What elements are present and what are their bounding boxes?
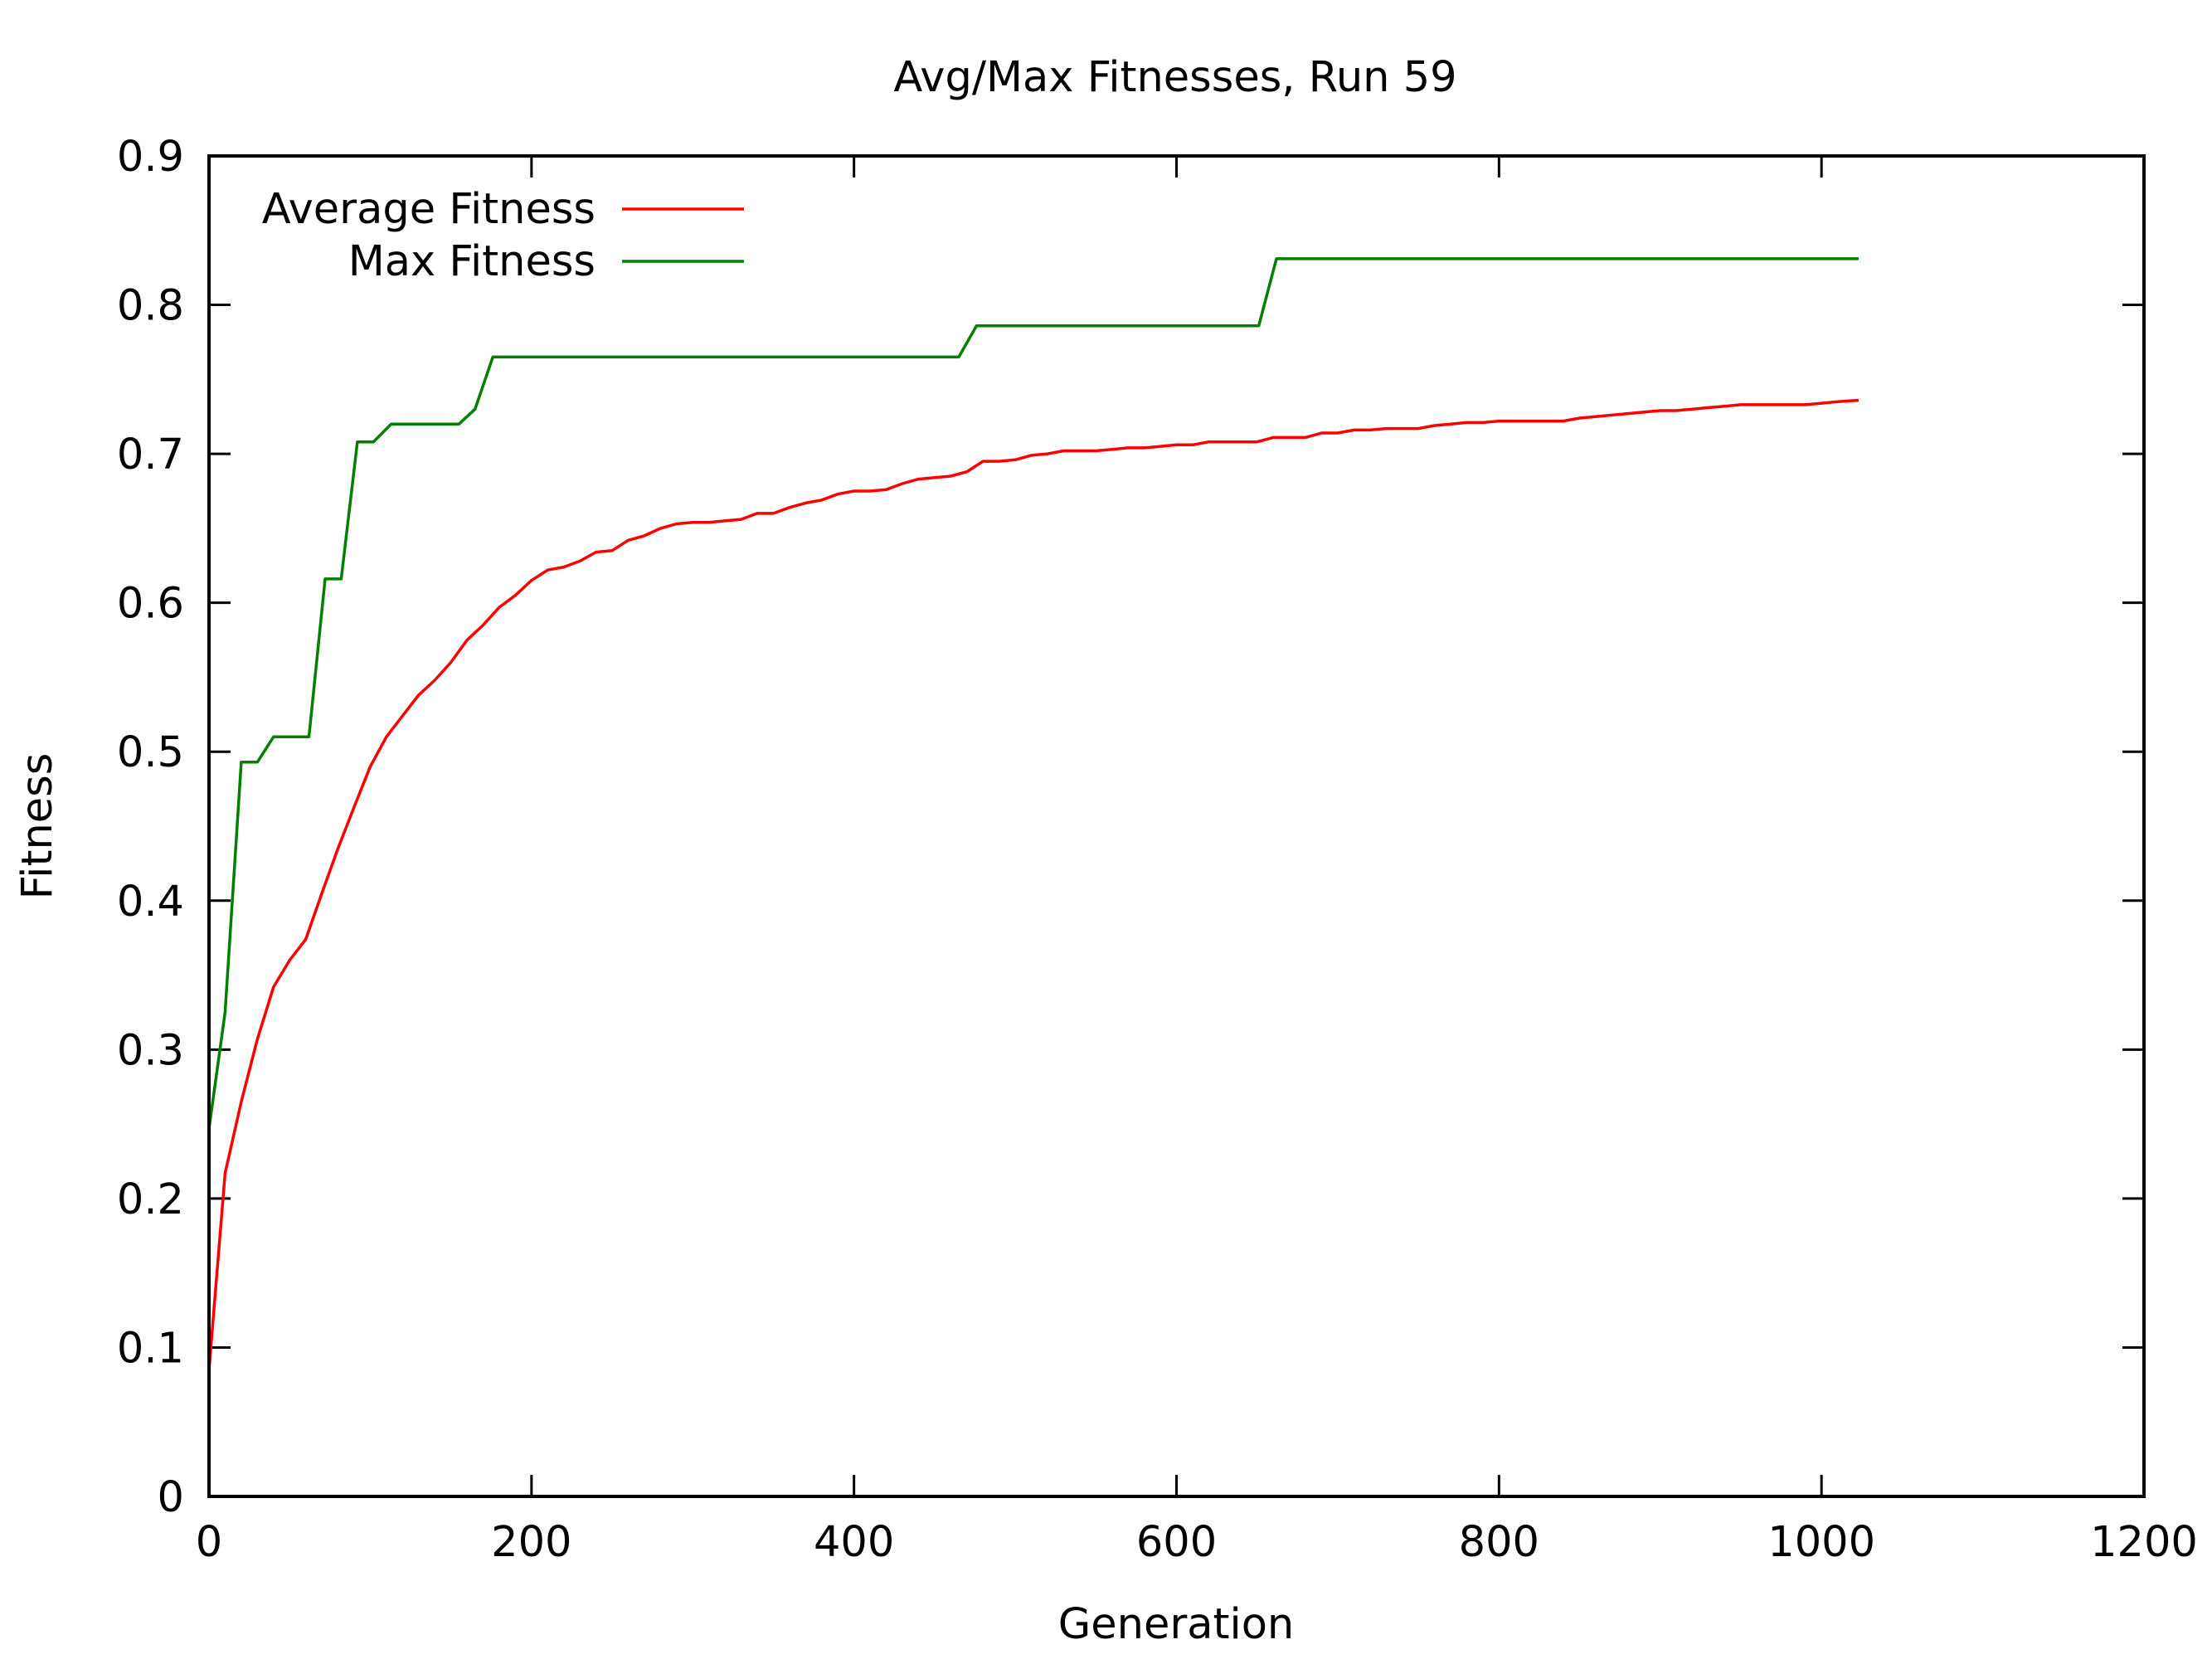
legend-label-0: Average Fitness: [262, 185, 596, 234]
series-line-0: [207, 398, 1860, 1370]
x-tick-label: 600: [1136, 1518, 1217, 1567]
x-tick-label: 0: [196, 1518, 222, 1567]
y-tick-label: 0.5: [117, 728, 184, 777]
x-axis-label: Generation: [1058, 1600, 1295, 1649]
plot-frame: [207, 154, 2146, 1498]
x-tick-label: 1000: [1767, 1518, 1875, 1567]
y-tick-label: 0.9: [117, 133, 184, 182]
y-tick-label: 0.2: [117, 1175, 184, 1224]
x-tick-label: 400: [814, 1518, 894, 1567]
y-axis-label: Fitness: [13, 753, 62, 900]
series-lines: [207, 257, 1860, 1370]
chart-title: Avg/Max Fitnesses, Run 59: [893, 53, 1456, 102]
x-tick-label: 200: [491, 1518, 571, 1567]
y-tick-label: 0.8: [117, 282, 184, 331]
legend-label-1: Max Fitness: [348, 237, 596, 286]
x-tick-label: 1200: [2090, 1518, 2198, 1567]
y-tick-label: 0.7: [117, 431, 184, 479]
x-tick-label: 800: [1459, 1518, 1539, 1567]
y-tick-label: 0.6: [117, 580, 184, 629]
series-line-1: [207, 257, 1859, 1129]
axis-ticks: 0 200 400 600 800 1000 1200 0 0.1 0.2 0.3 0.4 0.5 0.6…: [117, 133, 2198, 1567]
y-tick-label: 0: [158, 1473, 184, 1522]
y-tick-label: 0.4: [117, 878, 184, 927]
y-tick-label: 0.3: [117, 1026, 184, 1075]
y-tick-label: 0.1: [117, 1324, 184, 1373]
